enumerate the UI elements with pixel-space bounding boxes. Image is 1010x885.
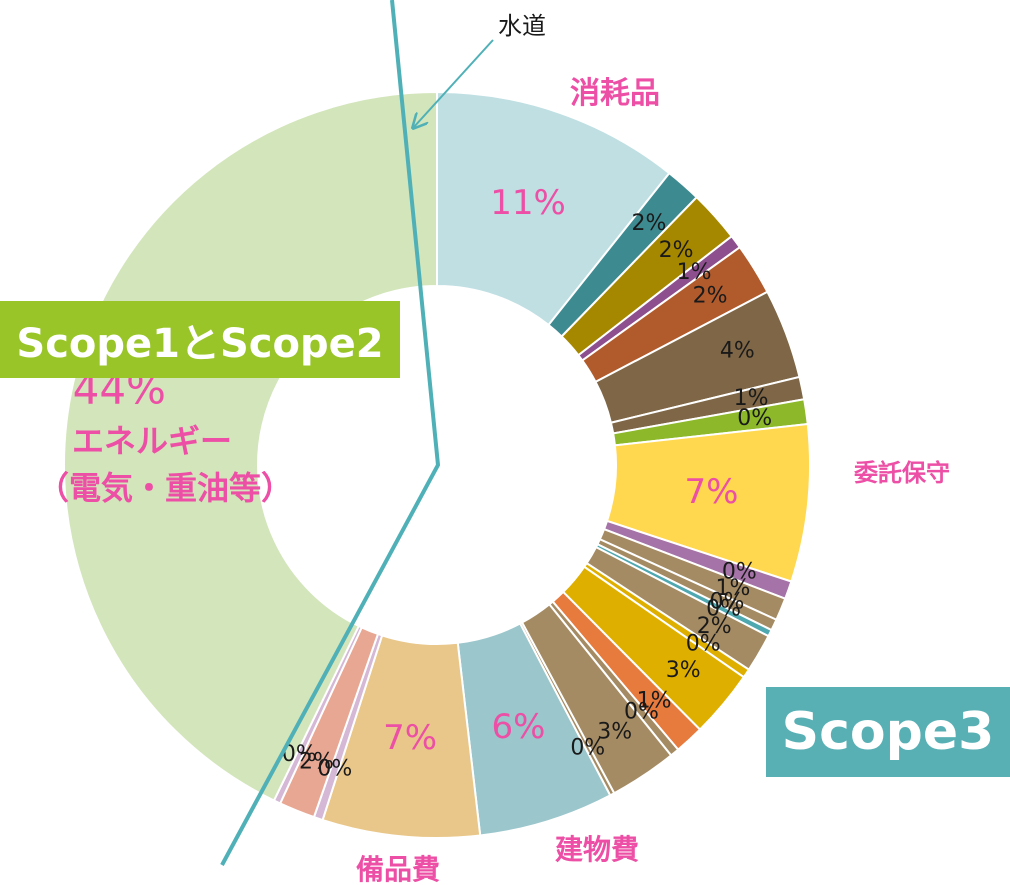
label-suidou: 水道 xyxy=(498,12,546,40)
percent-label: 0% xyxy=(624,699,659,724)
percent-label: 11% xyxy=(490,183,566,223)
percent-label: 2% xyxy=(632,211,667,236)
category-labels: 消耗品 委託保守 建物費 備品費 エネルギー （電気・重油等） 水道 xyxy=(37,12,950,885)
scope3-label-box: Scope3 xyxy=(766,687,1010,777)
scope-divider-line xyxy=(220,0,441,866)
donut-segment xyxy=(63,90,438,802)
percent-label: 0% xyxy=(706,597,741,622)
scope3-text: Scope3 xyxy=(781,702,995,762)
percent-label: 0% xyxy=(722,560,757,585)
percent-label: 0% xyxy=(317,756,352,781)
percent-label: 0% xyxy=(737,406,772,431)
label-tatemono: 建物費 xyxy=(555,833,639,866)
percent-label: 1% xyxy=(677,260,712,285)
percent-label: 7% xyxy=(383,718,437,758)
label-itaku-hoshu: 委託保守 xyxy=(853,459,950,487)
suidou-arrow-line xyxy=(413,39,494,128)
percent-label: 1% xyxy=(734,386,769,411)
percent-label: 0% xyxy=(710,590,745,615)
percent-label: 0% xyxy=(570,735,605,760)
percent-label: 3% xyxy=(666,658,701,683)
label-energy-line2: （電気・重油等） xyxy=(37,469,293,507)
scope12-text: Scope1とScope2 xyxy=(16,320,384,367)
percent-label: 4% xyxy=(720,339,755,364)
label-shoumouhin: 消耗品 xyxy=(570,76,660,111)
suidou-arrow xyxy=(413,39,494,128)
percent-label: 2% xyxy=(659,238,694,263)
donut-segments xyxy=(63,90,811,839)
percent-label: 2% xyxy=(693,283,728,308)
percent-label: 6% xyxy=(491,707,545,747)
percent-label: 2% xyxy=(697,614,732,639)
label-bihin: 備品費 xyxy=(356,853,440,885)
label-energy-line1: エネルギー xyxy=(72,422,232,460)
percent-label: 1% xyxy=(637,688,672,713)
donut-segment xyxy=(436,90,671,327)
percent-label: 0% xyxy=(686,631,721,656)
percent-label: 2% xyxy=(299,749,334,774)
percent-label: 3% xyxy=(597,719,632,744)
percent-label: 7% xyxy=(685,472,739,512)
percent-label: 1% xyxy=(716,576,751,601)
scope12-label-box: Scope1とScope2 xyxy=(0,301,400,378)
